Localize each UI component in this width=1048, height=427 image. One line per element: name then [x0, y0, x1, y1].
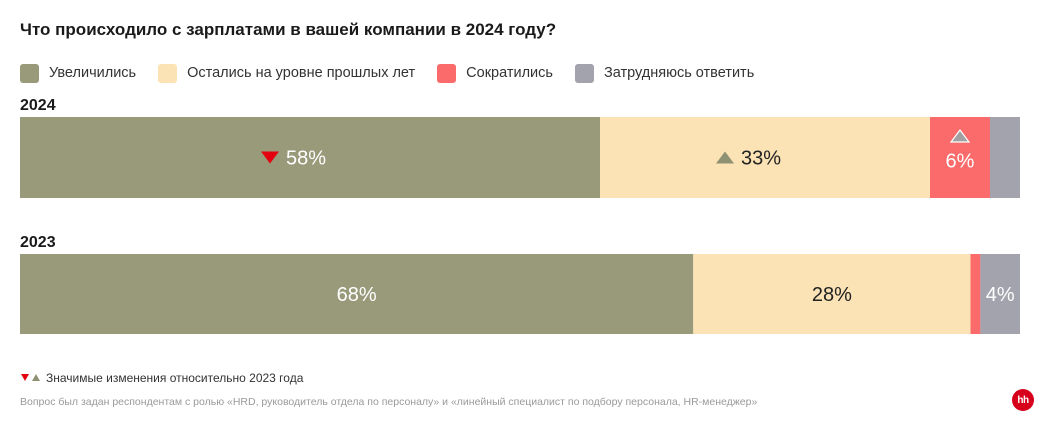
category-label: 2024 — [20, 97, 56, 114]
legend-label: Сократились — [466, 65, 553, 81]
data-label: 33% — [741, 148, 781, 170]
data-label: 4% — [986, 284, 1015, 306]
source-note: Вопрос был задан респондентам с ролью «H… — [20, 396, 758, 408]
legend-label: Остались на уровне прошлых лет — [187, 65, 416, 81]
category-label: 2023 — [20, 234, 56, 251]
bar-segment — [693, 254, 971, 334]
triangle-down-icon — [261, 151, 279, 164]
legend-label: Увеличились — [49, 65, 137, 81]
data-label: 28% — [812, 284, 852, 306]
legend-item: Сократились — [437, 63, 553, 83]
bar-segment — [930, 117, 990, 198]
bar-segment — [20, 117, 600, 198]
footnote: Значимые изменения относительно 2023 год… — [20, 371, 303, 385]
legend-swatch — [158, 63, 178, 83]
bar-segment — [990, 117, 1020, 198]
triangle-up-icon — [32, 374, 40, 381]
bar-segment — [20, 254, 694, 334]
data-label: 6% — [946, 151, 975, 173]
legend-item: Затрудняюсь ответить — [574, 63, 755, 83]
legend-swatch — [574, 63, 594, 83]
data-label: 68% — [337, 284, 377, 306]
chart-title: Что происходило с зарплатами в вашей ком… — [20, 20, 557, 39]
legend: Увеличились Остались на уровне прошлых ле… — [20, 62, 776, 84]
legend-swatch — [20, 63, 39, 83]
triangle-down-icon — [21, 374, 29, 381]
bar-segment — [980, 254, 1020, 334]
triangle-up-icon — [949, 129, 971, 143]
legend-label: Затрудняюсь ответить — [603, 65, 755, 81]
triangle-up-icon — [716, 151, 734, 164]
data-label: 58% — [286, 148, 326, 170]
legend-item: Увеличились — [20, 63, 137, 83]
hh-logo: hh — [1012, 389, 1034, 411]
footnote-text: Значимые изменения относительно 2023 год… — [46, 371, 304, 385]
legend-swatch — [437, 63, 457, 83]
bar-segment — [600, 117, 930, 198]
bar-segment — [970, 254, 981, 334]
legend-item: Остались на уровне прошлых лет — [158, 63, 416, 83]
